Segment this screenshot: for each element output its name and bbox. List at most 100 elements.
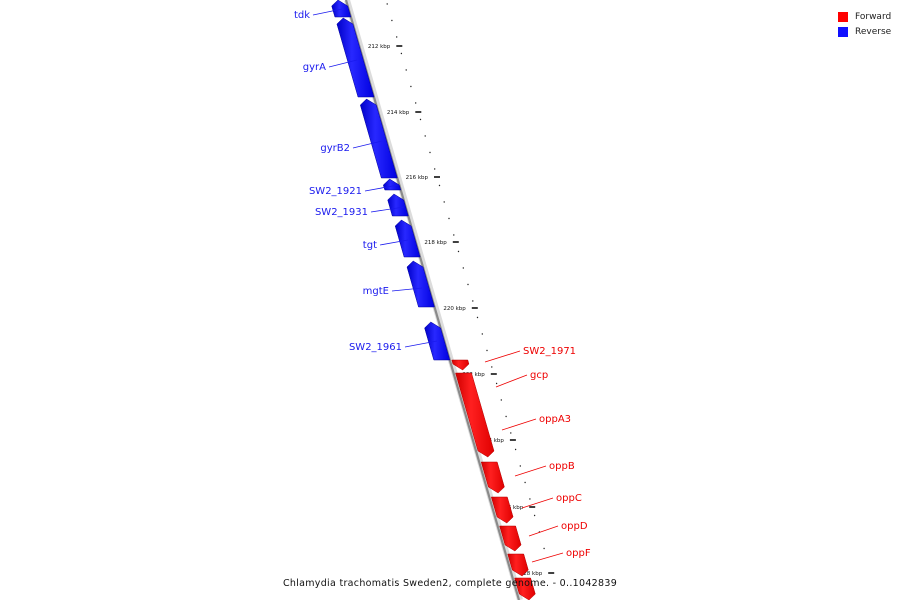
gene-oppc[interactable] <box>499 525 522 552</box>
gene-label[interactable]: SW2_1971 <box>523 346 576 357</box>
gene-label[interactable]: mgtE <box>363 286 389 297</box>
minor-tick <box>429 151 431 154</box>
minor-tick <box>400 52 403 55</box>
minor-tick <box>424 135 426 137</box>
minor-tick <box>481 333 483 335</box>
gene-label[interactable]: gcp <box>530 370 548 381</box>
scale-tick-label: 220 kbp <box>443 306 466 312</box>
minor-tick <box>476 316 479 319</box>
minor-tick <box>386 3 388 5</box>
gene-gyrb2[interactable] <box>360 98 398 179</box>
gene-label[interactable]: gyrB2 <box>320 143 350 154</box>
reverse-swatch <box>838 26 848 37</box>
legend-reverse-label: Reverse <box>855 26 892 37</box>
scale-ticks: 212 kbp 214 kbp 216 kbp 218 kbp 220 kbp 222 k… <box>368 44 555 577</box>
label-leader <box>404 340 438 348</box>
minor-tick <box>524 481 526 484</box>
gene-label[interactable]: SW2_1921 <box>309 186 362 197</box>
gene-gyra[interactable] <box>336 17 375 98</box>
minor-tick <box>495 382 498 385</box>
minor-tick-dots <box>386 3 545 550</box>
gene-mgte[interactable] <box>406 260 435 308</box>
minor-tick <box>443 201 445 203</box>
label-leader <box>328 59 358 68</box>
gene-oppb[interactable] <box>490 496 514 524</box>
label-leader <box>521 497 554 509</box>
minor-tick <box>415 102 417 104</box>
label-leader <box>370 206 405 213</box>
scale-tick-label: 212 kbp <box>368 44 391 50</box>
minor-tick <box>453 234 455 236</box>
label-leader <box>528 525 559 537</box>
minor-tick <box>405 69 407 71</box>
gene-label[interactable]: SW2_1931 <box>315 207 368 218</box>
gene-oppa3[interactable] <box>480 461 505 494</box>
label-leaders <box>312 8 564 563</box>
gene-label[interactable]: SW2_1961 <box>349 342 402 353</box>
genome-title: Chlamydia trachomatis Sweden2, complete … <box>282 578 618 589</box>
minor-tick <box>491 366 493 368</box>
minor-tick <box>419 118 422 121</box>
minor-tick <box>543 547 545 550</box>
gene-sw2-1971[interactable] <box>451 359 470 371</box>
gene-oppd[interactable] <box>507 553 529 577</box>
minor-tick <box>533 514 536 517</box>
minor-tick <box>462 267 464 269</box>
forward-swatch <box>838 11 848 22</box>
gene-tdk[interactable] <box>331 0 352 18</box>
gene-label[interactable]: oppC <box>556 493 582 504</box>
legend-forward: Forward <box>838 9 891 24</box>
scale-tick-label: 222 kbp <box>462 372 485 378</box>
minor-tick <box>472 300 474 302</box>
gene-gcp[interactable] <box>455 372 495 458</box>
gene-oppf[interactable] <box>514 577 536 600</box>
minor-tick <box>519 465 521 467</box>
minor-tick <box>510 432 512 434</box>
gene-label[interactable]: tgt <box>363 240 377 251</box>
gene-label[interactable]: oppB <box>549 461 575 472</box>
legend-forward-label: Forward <box>855 11 892 22</box>
minor-tick <box>505 415 507 418</box>
minor-tick <box>438 184 441 187</box>
label-leader <box>379 239 409 246</box>
gene-tgt[interactable] <box>394 219 421 258</box>
label-leader <box>531 552 564 563</box>
label-leader <box>484 350 521 363</box>
minor-tick <box>457 250 460 253</box>
scale-tick-label: 226 kbp <box>501 505 524 511</box>
minor-tick <box>396 36 398 38</box>
minor-tick <box>448 217 450 220</box>
label-leader <box>514 465 547 477</box>
legend-reverse: Reverse <box>838 24 891 39</box>
gene-label[interactable]: oppA3 <box>539 414 571 425</box>
gene-label[interactable]: tdk <box>294 10 310 21</box>
label-leader <box>501 418 537 431</box>
gene-label[interactable]: oppD <box>561 521 588 532</box>
minor-tick <box>514 448 517 451</box>
minor-tick <box>486 349 488 352</box>
label-leader <box>391 287 423 292</box>
gene-label[interactable]: gyrA <box>303 62 326 73</box>
legend: Forward Reverse <box>838 9 891 39</box>
scale-tick-label: 228 kbp <box>520 571 543 577</box>
minor-tick <box>500 399 502 401</box>
label-leader <box>312 8 343 16</box>
minor-tick <box>529 498 531 500</box>
label-leader <box>352 140 383 149</box>
scale-tick-label: 216 kbp <box>406 175 429 181</box>
minor-tick <box>410 85 412 88</box>
gene-label[interactable]: oppF <box>566 548 591 559</box>
gene-sw2-1931[interactable] <box>387 193 409 217</box>
gene-features <box>331 0 536 600</box>
scale-tick-label: 214 kbp <box>387 110 410 116</box>
scale-tick-label: 218 kbp <box>424 240 447 246</box>
label-leader <box>364 184 399 192</box>
scale-tick-label: 224 kbp <box>481 438 504 444</box>
minor-tick <box>391 19 393 22</box>
minor-tick <box>434 168 436 170</box>
minor-tick <box>467 283 469 286</box>
gene-sw2-1961[interactable] <box>424 321 451 361</box>
label-leader <box>495 374 528 388</box>
